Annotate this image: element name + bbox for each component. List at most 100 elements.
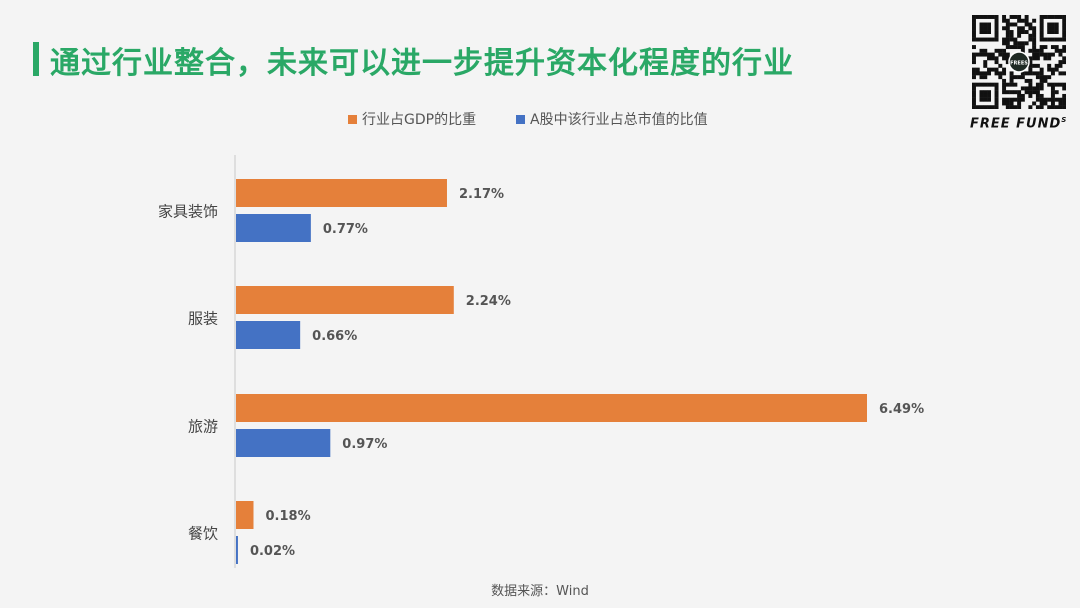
qr-module xyxy=(1039,67,1044,72)
qr-module xyxy=(1013,41,1018,46)
qr-module xyxy=(972,45,976,50)
qr-module xyxy=(1050,45,1055,50)
bar-mktcap xyxy=(236,536,238,564)
qr-module xyxy=(972,71,976,76)
qr-module xyxy=(1002,26,1007,31)
qr-module xyxy=(1035,105,1040,110)
qr-finder-module xyxy=(1050,26,1055,31)
qr-code: FREES xyxy=(972,15,1067,110)
qr-module xyxy=(1028,86,1033,91)
qr-finder-module xyxy=(1062,26,1067,31)
qr-module xyxy=(1050,71,1055,76)
qr-module xyxy=(1039,97,1044,102)
qr-module xyxy=(1062,48,1067,53)
qr-finder-module xyxy=(994,26,999,31)
qr-module xyxy=(979,48,984,53)
bar-mktcap xyxy=(236,321,301,349)
qr-module xyxy=(1017,105,1022,110)
qr-finder-module xyxy=(1054,15,1059,19)
qr-module xyxy=(975,71,980,76)
qr-module xyxy=(1039,86,1044,91)
category-label: 服装 xyxy=(188,310,218,328)
qr-module xyxy=(1017,97,1022,102)
qr-module xyxy=(1009,75,1014,80)
qr-module xyxy=(994,67,999,72)
qr-finder-module xyxy=(1039,22,1044,27)
qr-module xyxy=(1005,56,1010,61)
qr-finder-module xyxy=(983,93,988,98)
qr-finder-module xyxy=(972,97,976,102)
qr-module xyxy=(1020,97,1025,102)
qr-module xyxy=(983,60,988,65)
legend-label-mktcap: A股中该行业占总市值的比值 xyxy=(530,111,708,128)
qr-module xyxy=(987,56,991,61)
qr-module xyxy=(1002,101,1007,106)
qr-finder-module xyxy=(972,86,976,91)
qr-module xyxy=(1013,105,1018,110)
qr-module xyxy=(1002,78,1007,83)
qr-finder-module xyxy=(979,93,984,98)
qr-finder-module xyxy=(1039,33,1044,38)
qr-finder-module xyxy=(987,97,991,102)
qr-finder-module xyxy=(972,26,976,31)
qr-finder-module xyxy=(1054,37,1059,42)
qr-module xyxy=(1009,22,1014,27)
qr-finder-module xyxy=(990,37,995,42)
qr-finder-module xyxy=(983,37,988,42)
qr-module xyxy=(1005,90,1010,95)
qr-module xyxy=(1009,71,1014,76)
qr-module xyxy=(1043,45,1048,50)
qr-module xyxy=(972,52,976,57)
qr-module xyxy=(998,48,1003,53)
qr-module xyxy=(1028,82,1033,87)
qr-module xyxy=(1024,15,1029,19)
qr-module xyxy=(1009,97,1014,102)
data-label-mktcap: 0.66% xyxy=(312,329,357,344)
legend-swatch-gdp xyxy=(348,115,357,124)
qr-finder-module xyxy=(1062,30,1067,34)
qr-module xyxy=(1032,56,1037,61)
qr-module xyxy=(1062,71,1067,76)
qr-module xyxy=(1043,56,1048,61)
qr-module xyxy=(1005,37,1010,42)
qr-module xyxy=(1035,86,1040,91)
qr-module xyxy=(990,52,995,57)
qr-module xyxy=(1013,22,1018,27)
qr-module xyxy=(1009,90,1014,95)
page-title: 通过行业整合，未来可以进一步提升资本化程度的行业 xyxy=(50,46,794,81)
qr-module xyxy=(1032,90,1037,95)
qr-module xyxy=(1005,82,1010,87)
qr-finder-module xyxy=(972,37,976,42)
qr-module xyxy=(1009,82,1014,87)
qr-finder-module xyxy=(972,33,976,38)
qr-module xyxy=(1054,45,1059,50)
qr-finder-module xyxy=(1047,30,1052,34)
qr-finder-module xyxy=(1054,26,1059,31)
qr-finder-module xyxy=(983,82,988,87)
qr-module xyxy=(1050,105,1055,110)
qr-finder-module xyxy=(979,90,984,95)
qr-module xyxy=(1039,93,1044,98)
category-label: 餐饮 xyxy=(188,525,218,543)
qr-module xyxy=(1002,41,1007,46)
qr-module xyxy=(1062,105,1067,110)
qr-module xyxy=(1043,101,1048,106)
qr-module xyxy=(1017,30,1022,34)
qr-module xyxy=(1005,105,1010,110)
qr-module xyxy=(1002,56,1007,61)
qr-module xyxy=(1050,82,1055,87)
qr-module xyxy=(1047,63,1052,68)
qr-module xyxy=(1043,97,1048,102)
qr-module xyxy=(1017,75,1022,80)
qr-module xyxy=(972,67,976,72)
qr-module xyxy=(979,75,984,80)
legend-swatch-mktcap xyxy=(516,115,525,124)
qr-module xyxy=(1054,82,1059,87)
chart-legend: 行业占GDP的比重 A股中该行业占总市值的比值 xyxy=(348,111,708,128)
qr-finder-module xyxy=(994,105,999,110)
qr-finder-module xyxy=(1047,15,1052,19)
qr-module xyxy=(979,71,984,76)
qr-module xyxy=(1035,56,1040,61)
qr-finder-module xyxy=(972,15,976,19)
qr-module xyxy=(1013,37,1018,42)
